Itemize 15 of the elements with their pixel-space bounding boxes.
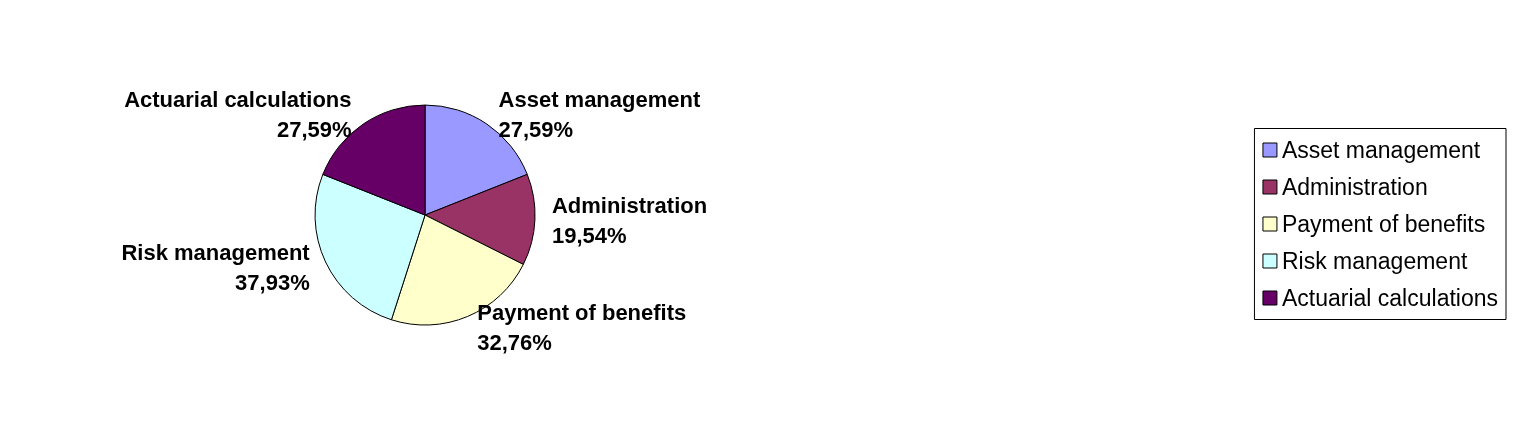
data-label: 37,93% <box>235 269 310 295</box>
slice-label: Actuarial calculations <box>124 86 352 112</box>
data-label: 27,59% <box>276 116 352 142</box>
slice-label: Payment of benefits <box>477 300 687 326</box>
slice-label: Risk management <box>121 239 311 265</box>
legend-label: Payment of benefits <box>1281 211 1486 237</box>
data-label: 27,59% <box>498 116 574 142</box>
legend-label: Actuarial calculations <box>1281 285 1499 311</box>
slice-label: Administration <box>551 192 708 218</box>
legend-label: Asset management <box>1281 137 1481 163</box>
slice-label: Asset management <box>498 86 701 112</box>
legend-label: Risk management <box>1281 248 1468 274</box>
legend-label: Administration <box>1281 174 1428 200</box>
data-label: 32,76% <box>477 330 552 356</box>
data-label: 19,54% <box>551 222 627 248</box>
